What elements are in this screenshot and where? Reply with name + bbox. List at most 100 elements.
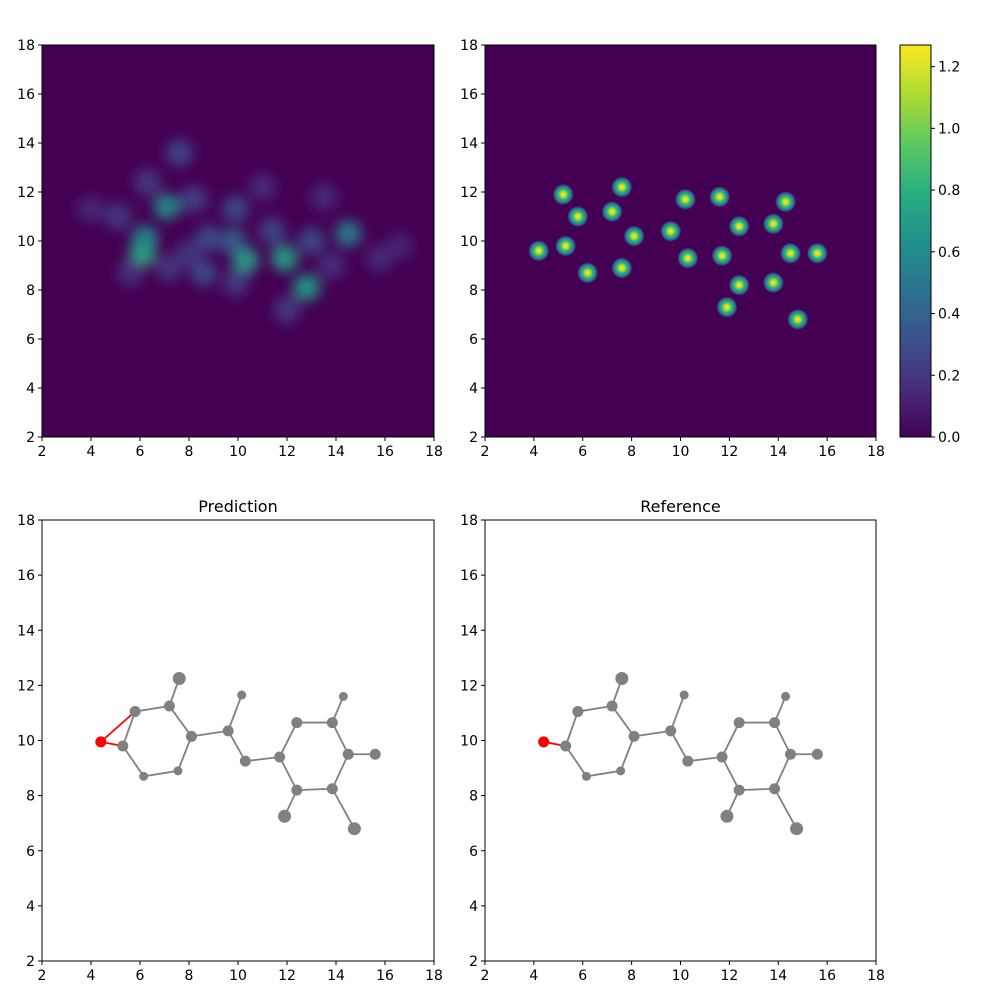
atom xyxy=(139,771,149,781)
x-tick-label: 4 xyxy=(529,444,538,460)
y-tick-label: 2 xyxy=(469,430,478,446)
density-blob xyxy=(131,225,159,253)
bond xyxy=(669,694,686,732)
y-tick-label: 16 xyxy=(460,568,478,584)
bond xyxy=(122,745,145,777)
density-blob xyxy=(711,244,734,267)
atom xyxy=(720,809,734,823)
bond xyxy=(773,788,798,830)
bond xyxy=(227,730,247,762)
atom xyxy=(274,751,286,763)
y-tick-label: 10 xyxy=(460,234,478,250)
axis-ticks: 2 4 6 8 10 12 14 16 18 2 4 6 8 10 12 14 16 18 xyxy=(17,38,443,460)
atom xyxy=(173,766,183,776)
y-tick-label: 8 xyxy=(469,283,478,299)
x-tick-label: 8 xyxy=(627,444,636,460)
density-blob xyxy=(165,139,193,167)
density-blob xyxy=(762,271,785,294)
atom xyxy=(163,700,175,712)
bond xyxy=(773,753,792,790)
density-blob xyxy=(610,176,633,199)
highlighted-bond xyxy=(100,710,136,743)
atom xyxy=(347,822,361,836)
density-blob xyxy=(728,274,751,297)
atom xyxy=(326,783,338,795)
bond xyxy=(177,736,193,772)
density-blob xyxy=(676,247,699,270)
atom xyxy=(781,691,791,701)
x-tick-label: 14 xyxy=(327,968,345,984)
x-tick-label: 6 xyxy=(136,968,145,984)
y-tick-label: 12 xyxy=(17,678,35,694)
atom xyxy=(615,671,629,685)
x-tick-label: 16 xyxy=(376,444,394,460)
x-tick-label: 10 xyxy=(672,968,690,984)
x-tick-label: 8 xyxy=(185,968,194,984)
density-blob xyxy=(219,227,247,255)
molecule-graph xyxy=(538,671,823,836)
bond xyxy=(687,756,723,763)
axis-ticks: 2 4 6 8 10 12 14 16 18 2 4 6 8 10 12 14 16 18 xyxy=(17,513,443,984)
y-tick-label: 2 xyxy=(469,954,478,970)
atom xyxy=(117,740,129,752)
density-blob xyxy=(175,239,203,267)
y-tick-label: 14 xyxy=(17,623,35,639)
atom xyxy=(326,717,338,729)
x-tick-label: 2 xyxy=(38,968,47,984)
density-blob xyxy=(527,239,550,262)
highlighted-atom xyxy=(538,736,550,748)
y-tick-label: 12 xyxy=(17,185,35,201)
atom xyxy=(237,690,247,700)
bond xyxy=(331,753,350,790)
density-blob xyxy=(231,247,259,275)
y-tick-label: 6 xyxy=(469,332,478,348)
atom xyxy=(665,725,677,737)
x-tick-label: 4 xyxy=(87,444,96,460)
y-tick-label: 6 xyxy=(26,332,35,348)
atom xyxy=(790,822,804,836)
y-tick-label: 16 xyxy=(460,87,478,103)
x-tick-label: 14 xyxy=(769,444,787,460)
atom xyxy=(679,690,689,700)
y-tick-label: 10 xyxy=(460,734,478,750)
density-blob xyxy=(708,185,731,208)
bond xyxy=(331,722,350,755)
x-tick-label: 10 xyxy=(229,968,247,984)
y-tick-label: 4 xyxy=(26,381,35,397)
bond xyxy=(143,769,179,778)
bond xyxy=(227,694,243,732)
density-blob xyxy=(155,254,183,282)
density-blob xyxy=(334,220,362,248)
density-blob xyxy=(610,256,633,279)
y-tick-label: 2 xyxy=(26,954,35,970)
atom xyxy=(222,725,234,737)
x-tick-label: 14 xyxy=(327,444,345,460)
x-tick-label: 8 xyxy=(185,444,194,460)
density-blob xyxy=(180,185,208,213)
x-tick-label: 16 xyxy=(376,968,394,984)
colorbar-ticks: 0.0 0.2 0.4 0.6 0.8 1.0 1.2 xyxy=(931,60,960,446)
bond xyxy=(168,705,193,737)
atom xyxy=(239,755,251,767)
y-tick-label: 6 xyxy=(469,844,478,860)
heatmap-blobs xyxy=(527,176,829,331)
density-blob xyxy=(366,244,394,272)
density-blob xyxy=(552,183,575,206)
colorbar: 0.0 0.2 0.4 0.6 0.8 1.0 1.2 xyxy=(899,44,960,446)
panel-title-prediction: Prediction xyxy=(198,497,277,516)
bond xyxy=(669,730,689,762)
bond xyxy=(278,756,298,791)
atom xyxy=(733,717,745,729)
y-tick-label: 14 xyxy=(17,136,35,152)
x-tick-label: 8 xyxy=(627,968,636,984)
bond xyxy=(296,787,333,792)
bond xyxy=(577,705,613,713)
density-blob xyxy=(195,225,223,253)
predicted-density-heatmap: 2 4 6 8 10 12 14 16 18 2 4 6 8 10 12 14 16 18 xyxy=(17,38,443,460)
y-tick-label: 18 xyxy=(17,38,35,54)
atom xyxy=(172,671,186,685)
density-blob xyxy=(133,168,161,196)
bond xyxy=(245,756,280,763)
density-blob xyxy=(273,296,301,324)
x-tick-label: 12 xyxy=(720,444,738,460)
